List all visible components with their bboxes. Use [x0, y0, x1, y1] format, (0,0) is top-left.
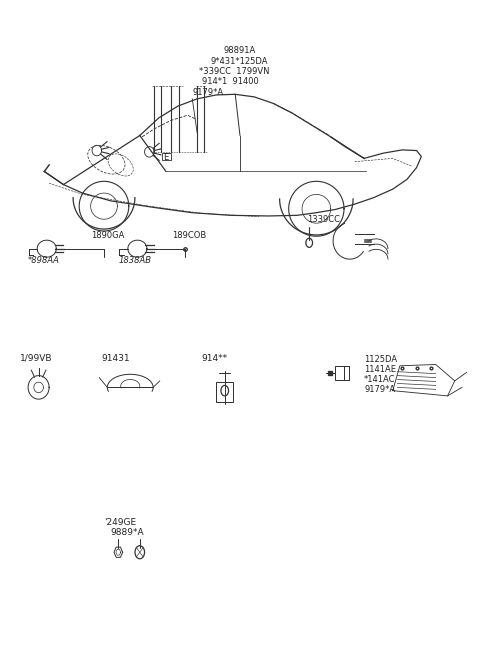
Text: 9179*A: 9179*A — [364, 385, 395, 394]
Text: 1838AB: 1838AB — [118, 256, 151, 265]
Text: 914**: 914** — [202, 353, 228, 363]
Text: 1890GA: 1890GA — [91, 231, 124, 240]
Text: *141AC: *141AC — [364, 375, 396, 384]
Text: 91431: 91431 — [102, 353, 130, 363]
Text: '249GE: '249GE — [104, 518, 136, 528]
Text: 9*431*125DA: 9*431*125DA — [210, 57, 268, 66]
Text: 98891A: 98891A — [223, 46, 255, 55]
Text: 189COB: 189COB — [172, 231, 206, 240]
Text: *898AA: *898AA — [28, 256, 60, 265]
Text: 914*1  91400: 914*1 91400 — [202, 78, 259, 87]
Text: 1125DA: 1125DA — [364, 355, 397, 365]
Text: 1141AE: 1141AE — [364, 365, 396, 374]
Text: E: E — [163, 152, 168, 162]
Text: 1339CC: 1339CC — [307, 215, 340, 225]
Text: 1/99VB: 1/99VB — [20, 353, 52, 363]
Text: 9889*A: 9889*A — [110, 528, 144, 537]
Text: 9179*A: 9179*A — [192, 88, 223, 97]
Text: *339CC  1799VN: *339CC 1799VN — [199, 67, 270, 76]
